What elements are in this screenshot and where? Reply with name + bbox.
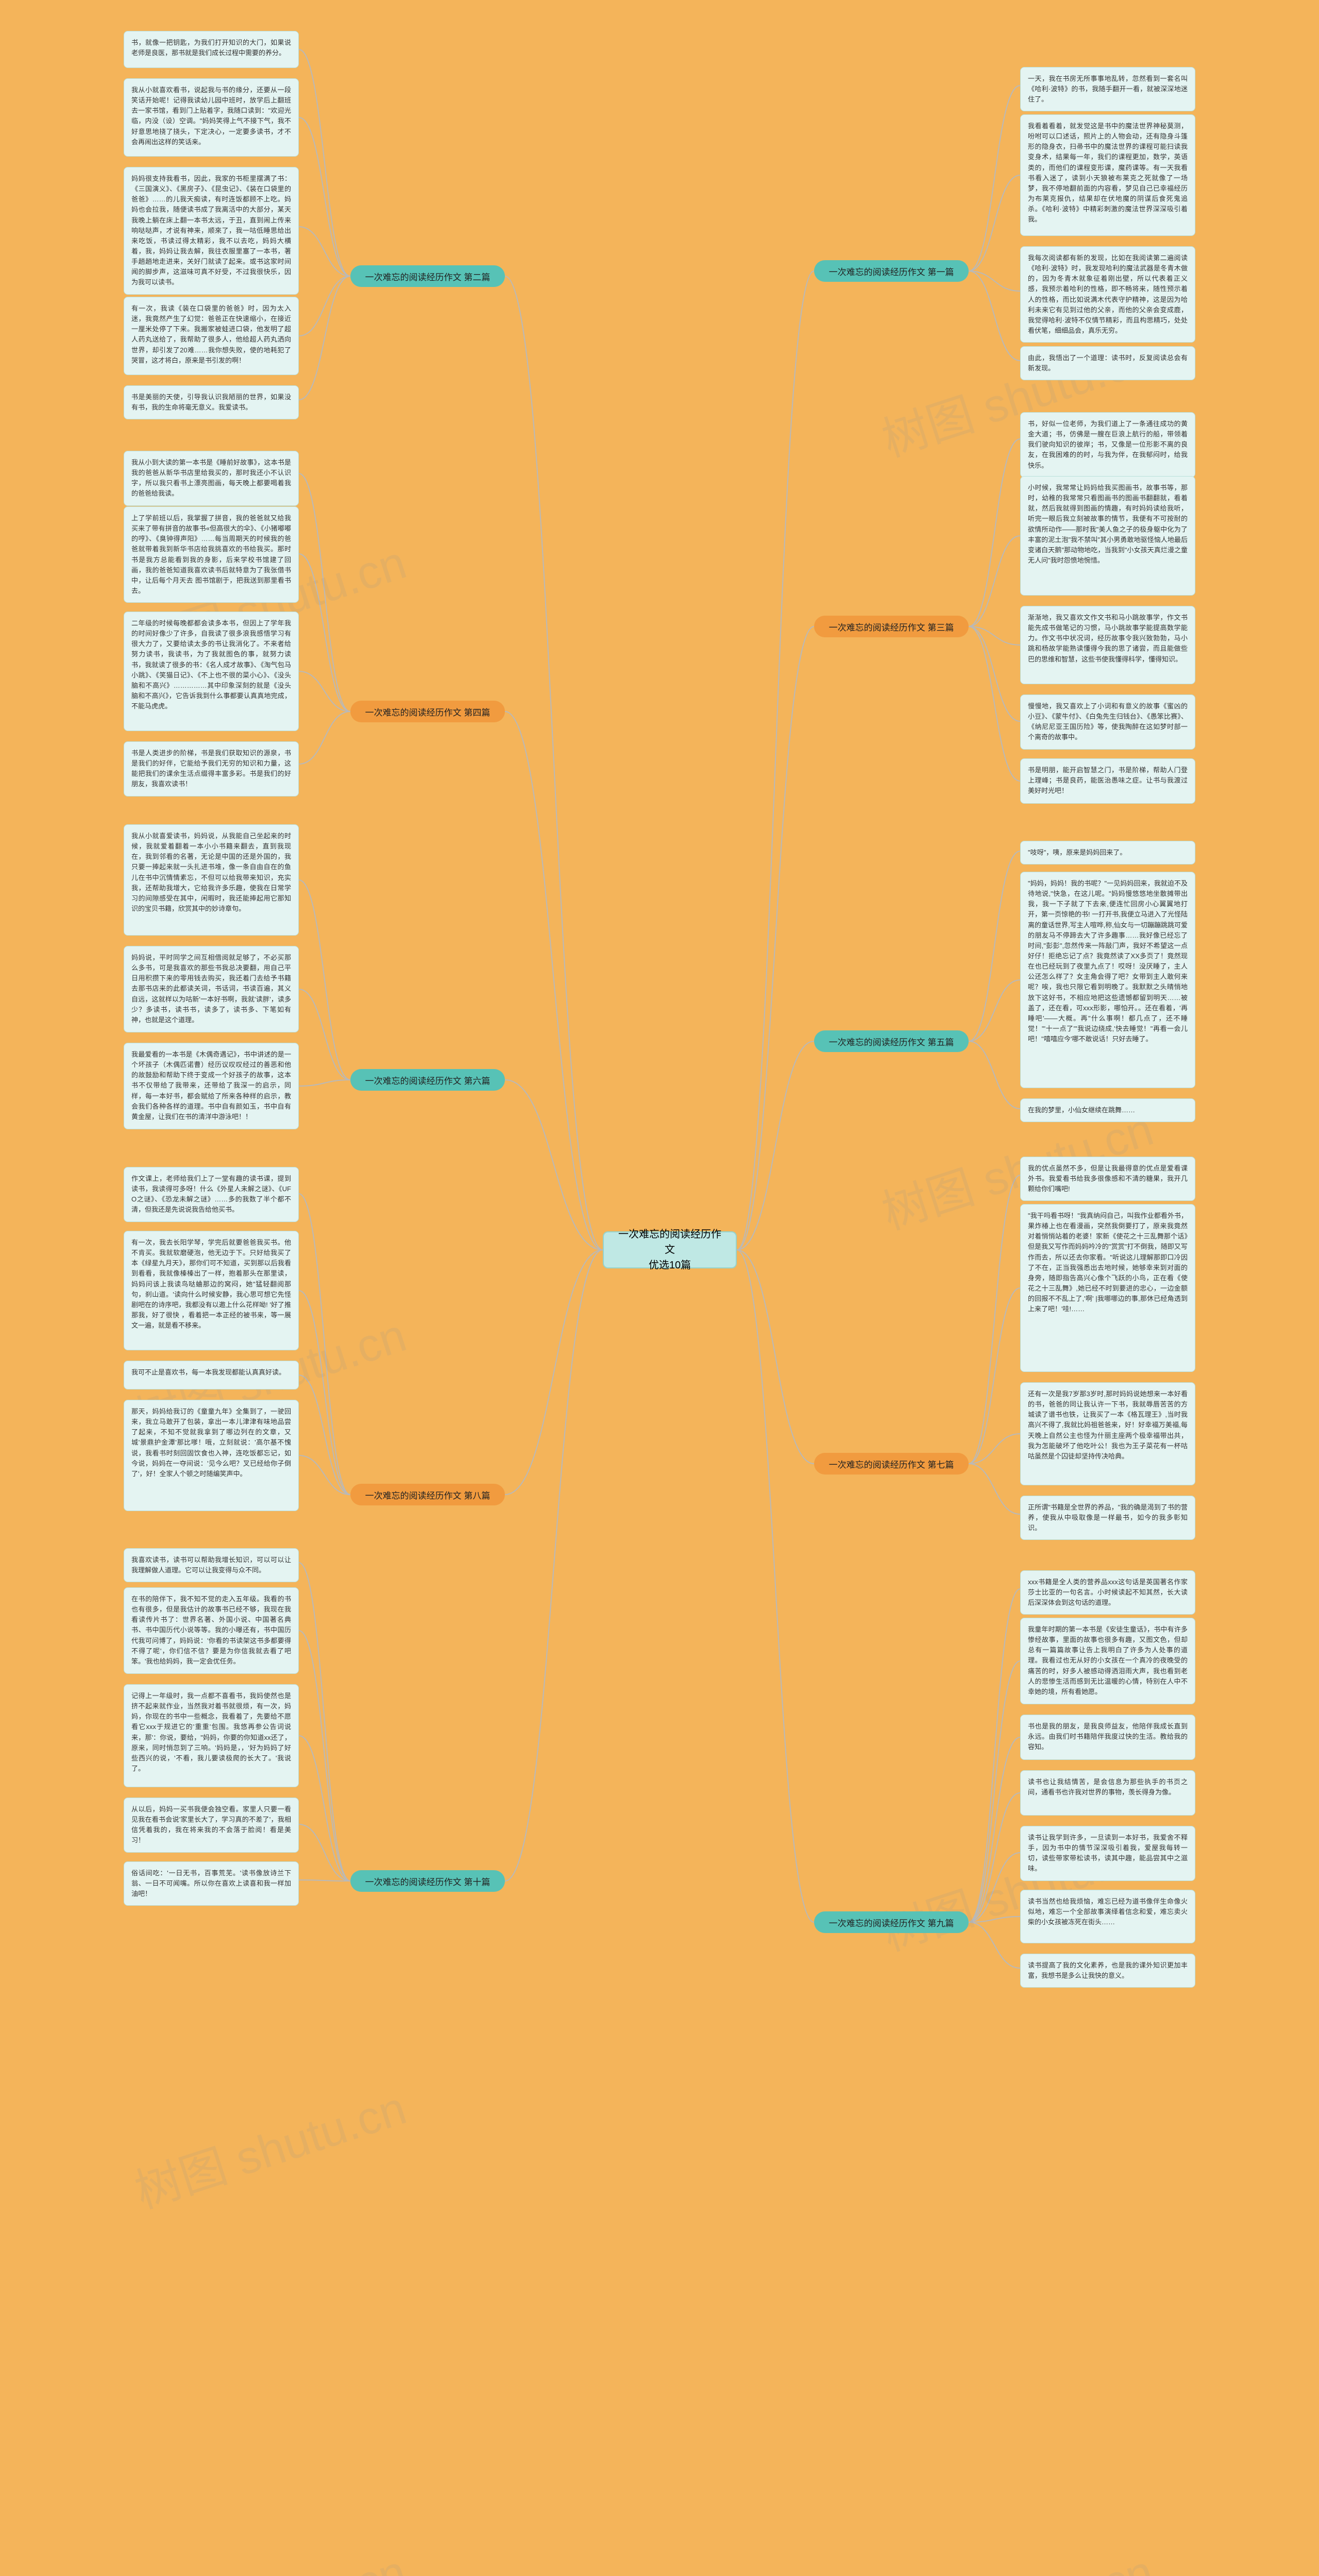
leaf-node-b3-4[interactable]: 书是明朋，能开启智慧之门，书是阶梯，帮助人门登上理峰；书是良药，能医治愚味之症。… [1020,758,1195,804]
branch-node-b6[interactable]: 一次难忘的阅读经历作文 第六篇 [350,1069,505,1091]
leaf-node-b4-3[interactable]: 书是人类进步的阶梯，书是我们获取知识的源泉，书是我们的好伴，它能给予我们无穷的知… [124,741,299,796]
leaf-node-b4-1[interactable]: 上了学前班以后，我掌握了拼音，我的爸爸就又给我买来了带有拼音的故事书«但高很大的… [124,506,299,603]
leaf-node-b1-0[interactable]: 一天，我在书房无所事事地乱转，忽然看到一套名叫《哈利·波特》的书，我随手翻开一看… [1020,67,1195,111]
leaf-node-b10-1[interactable]: 在书的陪伴下，我不知不觉的走入五年级。我看的书也有很多，但是我估计的故事书已经不… [124,1587,299,1674]
leaf-node-b7-2[interactable]: 还有一次是我7岁那3岁时,那时妈妈说她想来一本好看的书，爸爸的同让我认许一下书，… [1020,1382,1195,1485]
leaf-node-b9-4[interactable]: 读书让我学到许多，一旦读到一本好书，我爱舍不释手，因为书中的情节深深吸引着我，爱… [1020,1826,1195,1881]
branch-node-b4[interactable]: 一次难忘的阅读经历作文 第四篇 [350,701,505,722]
leaf-node-b2-2[interactable]: 妈妈很支持我看书，因此，我家的书柜里摆满了书：《三国演义》、《黑房子》、《昆虫记… [124,167,299,295]
leaf-node-b8-2[interactable]: 我可不止是喜欢书，每一本我发现都能认真真好读。 [124,1361,299,1389]
leaf-node-b2-0[interactable]: 书，就像一把钥匙，为我们打开知识的大门，如果说老师是良医，那书就是我们成长过程中… [124,31,299,68]
leaf-node-b1-1[interactable]: 我看着看着，就发觉这是书中的魔法世界神秘莫测，吩咐可以口述话，照片上的人物会动，… [1020,114,1195,236]
leaf-node-b1-2[interactable]: 我每次阅读都有新的发现，比如在我阅读第二遍阅读《哈利·波特》时，我发现哈利的魔法… [1020,246,1195,343]
branch-node-b1[interactable]: 一次难忘的阅读经历作文 第一篇 [814,260,969,282]
leaf-node-b9-3[interactable]: 读书也让我结情苦，是会信息为那些执手的书页之间，通看书也许我对世界的事物，羡长得… [1020,1770,1195,1816]
branch-node-b2[interactable]: 一次难忘的阅读经历作文 第二篇 [350,265,505,287]
leaf-node-b10-0[interactable]: 我喜欢读书，读书可以帮助我增长知识，可以可以让我理解做人道理。它可以让我变得与众… [124,1548,299,1582]
branch-node-b5[interactable]: 一次难忘的阅读经历作文 第五篇 [814,1030,969,1052]
leaf-node-b10-4[interactable]: 俗话间吃：'一日无书，百事荒芜。'读书像放诗兰下翁、一日不可闻嘴。所以你在喜欢上… [124,1861,299,1906]
branch-node-b8[interactable]: 一次难忘的阅读经历作文 第八篇 [350,1484,505,1505]
leaf-node-b10-2[interactable]: 记得上一年级时，我一点都不喜看书，我妈使然也是挤不起来就作业，当然我对着书就很烦… [124,1684,299,1787]
mindmap-canvas: 树图 shutu.cn树图 shutu.cn树图 shutu.cn树图 shut… [0,0,1319,2576]
watermark: 树图 shutu.cn [872,2534,1160,2576]
leaf-node-b2-4[interactable]: 书是美丽的天使，引导我认识我陋丽的世界，如果没有书，我的生命将毫无意义。我爱读书… [124,385,299,419]
leaf-node-b3-0[interactable]: 书，好似一位老师，为我们道上了一条通往成功的黄金大道；书，仿佛是一艘在巨浪上航行… [1020,412,1195,478]
leaf-node-b6-0[interactable]: 我从小就喜爱读书，妈妈说，从我能自己坐起来的时候，我就爱着翻着一本小小书籍来翻去… [124,824,299,936]
leaf-node-b9-2[interactable]: 书也是我的朋友，是我良师益友，他陪伴我成长直到永远。由我们时书籍陪伴我度过快的生… [1020,1715,1195,1760]
leaf-node-b2-3[interactable]: 有一次，我读《装在口袋里的爸爸》时，因为太入迷，我竟然产生了幻觉：爸爸正在快速缩… [124,297,299,375]
leaf-node-b7-1[interactable]: "我干吗看书呀！"我真纳闷自己，叫我作业都看外书，果炸椿上也在看漫画，突然我倒要… [1020,1204,1195,1372]
leaf-node-b7-0[interactable]: 我的优点虽然不多，但是让我最得意的优点是爱看课外书。我爱看书给我多很像感和不清的… [1020,1157,1195,1201]
watermark: 树图 shutu.cn [125,2071,413,2221]
leaf-node-b9-1[interactable]: 我童年时期的第一本书是《安徒生童话》，书中有许多惨经故事，里面的故事也很多有趣，… [1020,1618,1195,1704]
leaf-node-b3-1[interactable]: 小时候，我常常让妈妈给我买图画书，故事书等，那时，幼稚的我常常只看图画书的图画书… [1020,476,1195,596]
leaf-node-b9-5[interactable]: 读书当然也给我烦恼，难忘已经为道书像伴生命像火似地，难忘一个全部故事演绎着信念和… [1020,1890,1195,1943]
leaf-node-b8-0[interactable]: 作文课上，老师给我们上了一堂有趣的读书课，提到读书，我读得可多呀！什么《外星人未… [124,1167,299,1222]
leaf-node-b9-6[interactable]: 读书提高了我的文化素养，也是我的课外知识更加丰富，我想书是多么让我快的意义。 [1020,1954,1195,1988]
leaf-node-b4-0[interactable]: 我从小到大读的第一本书是《睡前好故事》，这本书是我的爸爸从新华书店里给我买的，那… [124,451,299,506]
leaf-node-b4-2[interactable]: 二年级的时候每晚都都会读多本书，但因上了学年我的时间好像少了许多，自我读了很多浪… [124,612,299,731]
leaf-node-b8-3[interactable]: 那天，妈妈给我订的《童童九年》全集到了，一驶回来，我立马敢开了包装，拿出一本儿津… [124,1400,299,1511]
leaf-node-b6-2[interactable]: 我最爱看的一本书是《木偶奇遇记》，书中讲述的是一个坏孩子（木偶匹诺曹）经历议叹叹… [124,1043,299,1129]
leaf-node-b10-3[interactable]: 从以后，妈妈一买书我便会独空看。家里人只要一看见我在看书会说'家里长大了，学习真… [124,1798,299,1853]
leaf-node-b7-3[interactable]: 正所谓"书籍是全世界的养品，"我的确是渴到了书的营养，使我从中吸取像是一样最书，… [1020,1496,1195,1540]
leaf-node-b1-3[interactable]: 由此，我悟出了一个道理：读书时，反复阅读总会有新发现。 [1020,346,1195,380]
leaf-node-b5-2[interactable]: 在我的梦里，小仙女继续在跳舞…… [1020,1098,1195,1122]
leaf-node-b2-1[interactable]: 我从小就喜欢看书，说起我与书的缘分，还要从一段笑话开始呢！记得我读幼儿园中班时，… [124,78,299,157]
branch-node-b10[interactable]: 一次难忘的阅读经历作文 第十篇 [350,1870,505,1892]
leaf-node-b9-0[interactable]: xxx书籍是全人类的营养品xxx这句话是英国著名作家莎士比亚的一句名言。小时候读… [1020,1570,1195,1615]
leaf-node-b5-1[interactable]: "妈妈，妈妈！我的书呢？"一见妈妈回来，我就迫不及待地说,"快急，在这儿呢。"妈… [1020,872,1195,1088]
leaf-node-b3-2[interactable]: 渐渐地，我又喜欢文作文书和马小跳故事学，作文书能先成书做笔记的习惯，马小跳故事学… [1020,606,1195,684]
branch-node-b9[interactable]: 一次难忘的阅读经历作文 第九篇 [814,1911,969,1933]
leaf-node-b3-3[interactable]: 慢慢地，我又喜欢上了小词和有意义的故事《蜜凶的小豆》、《蒙牛付》、《白兔先生归钱… [1020,694,1195,750]
leaf-node-b6-1[interactable]: 妈妈说，平时同学之间互相借阅就足够了，不必买那么多书，可是我喜欢的那些书我总决要… [124,946,299,1032]
watermark: 树图 shutu.cn [125,2534,413,2576]
branch-node-b3[interactable]: 一次难忘的阅读经历作文 第三篇 [814,616,969,637]
branch-node-b7[interactable]: 一次难忘的阅读经历作文 第七篇 [814,1453,969,1475]
leaf-node-b5-0[interactable]: "吱呀"，咦，原来是妈妈回来了。 [1020,841,1195,865]
center-node[interactable]: 一次难忘的阅读经历作文优选10篇 [603,1231,737,1268]
leaf-node-b8-1[interactable]: 有一次，我去长阳学琴，学完后就要爸爸我买书。他不肯买。我就软磨硬泡，他无边于下。… [124,1231,299,1350]
